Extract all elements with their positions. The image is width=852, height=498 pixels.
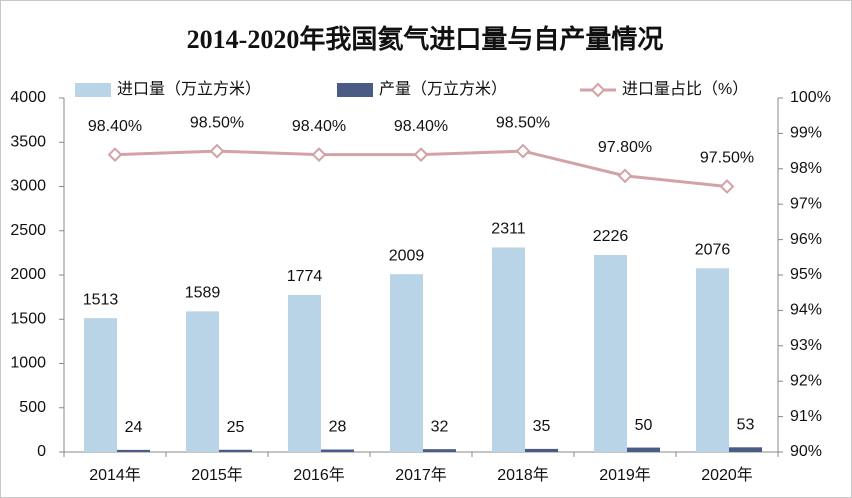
y2-tick-label: 97% [790, 195, 822, 212]
y-tick-label: 500 [19, 399, 46, 416]
legend-label: 进口量（万立方米） [117, 80, 261, 98]
y-tick-label: 1500 [10, 310, 46, 327]
data-label: 98.40% [292, 118, 346, 135]
bar [321, 449, 354, 452]
data-label: 24 [125, 419, 143, 436]
marker [311, 147, 327, 163]
y-tick-label: 3500 [10, 133, 46, 150]
bar [84, 318, 117, 452]
data-label: 1513 [83, 291, 119, 308]
data-label: 2009 [389, 247, 425, 264]
y2-tick-label: 100% [790, 89, 831, 106]
bar [729, 447, 762, 452]
y2-tick-label: 96% [790, 231, 822, 248]
y-tick-label: 0 [37, 443, 46, 460]
y-tick-label: 1000 [10, 355, 46, 372]
data-label: 98.40% [394, 118, 448, 135]
marker [617, 168, 633, 184]
data-label: 2076 [695, 241, 731, 258]
legend-label: 产量（万立方米） [379, 80, 507, 98]
data-label: 98.50% [190, 114, 244, 131]
legend-marker [590, 82, 606, 98]
y-tick-label: 2000 [10, 266, 46, 283]
y2-tick-label: 92% [790, 372, 822, 389]
y2-tick-label: 99% [790, 125, 822, 142]
y2-tick-label: 91% [790, 408, 822, 425]
x-tick-label: 2016年 [293, 466, 345, 484]
bar [594, 254, 627, 452]
data-label: 50 [635, 417, 653, 434]
data-label: 28 [329, 419, 347, 436]
y2-tick-label: 98% [790, 160, 822, 177]
bar [423, 449, 456, 452]
bar [696, 268, 729, 452]
chart-title: 2014-2020年我国氦气进口量与自产量情况 [187, 24, 664, 54]
legend-swatch [75, 83, 111, 97]
y2-tick-label: 94% [790, 302, 822, 319]
x-tick-label: 2018年 [497, 466, 549, 484]
marker [209, 143, 225, 159]
data-label: 2226 [593, 228, 629, 245]
data-label: 98.50% [496, 114, 550, 131]
marker [719, 179, 735, 194]
bar [627, 447, 660, 452]
x-tick-label: 2020年 [701, 466, 753, 484]
x-tick-label: 2015年 [191, 466, 243, 484]
data-label: 25 [227, 419, 245, 436]
bar [390, 274, 423, 452]
y2-tick-label: 93% [790, 337, 822, 354]
data-label: 98.40% [88, 118, 142, 135]
data-label: 32 [431, 418, 449, 435]
data-label: 1589 [185, 285, 221, 302]
bar [288, 295, 321, 452]
y2-tick-label: 95% [790, 266, 822, 283]
y-tick-label: 2500 [10, 222, 46, 239]
bar [525, 448, 558, 452]
x-tick-label: 2019年 [599, 466, 651, 484]
data-label: 97.80% [598, 139, 652, 156]
y-tick-label: 4000 [10, 89, 46, 106]
bar [117, 449, 150, 452]
legend-swatch [337, 83, 373, 97]
marker [515, 143, 531, 159]
data-label: 35 [533, 418, 551, 435]
bar [186, 311, 219, 452]
data-label: 2311 [491, 221, 526, 238]
x-tick-label: 2014年 [89, 466, 141, 484]
data-label: 97.50% [700, 150, 754, 167]
y2-tick-label: 90% [790, 443, 822, 460]
legend-label: 进口量占比（%） [622, 80, 748, 98]
marker [107, 147, 123, 163]
data-label: 1774 [287, 268, 323, 285]
bar [492, 247, 525, 452]
x-tick-label: 2017年 [395, 466, 447, 484]
marker [413, 147, 429, 163]
bar [219, 449, 252, 452]
y-tick-label: 3000 [10, 178, 46, 195]
data-label: 53 [737, 417, 755, 434]
